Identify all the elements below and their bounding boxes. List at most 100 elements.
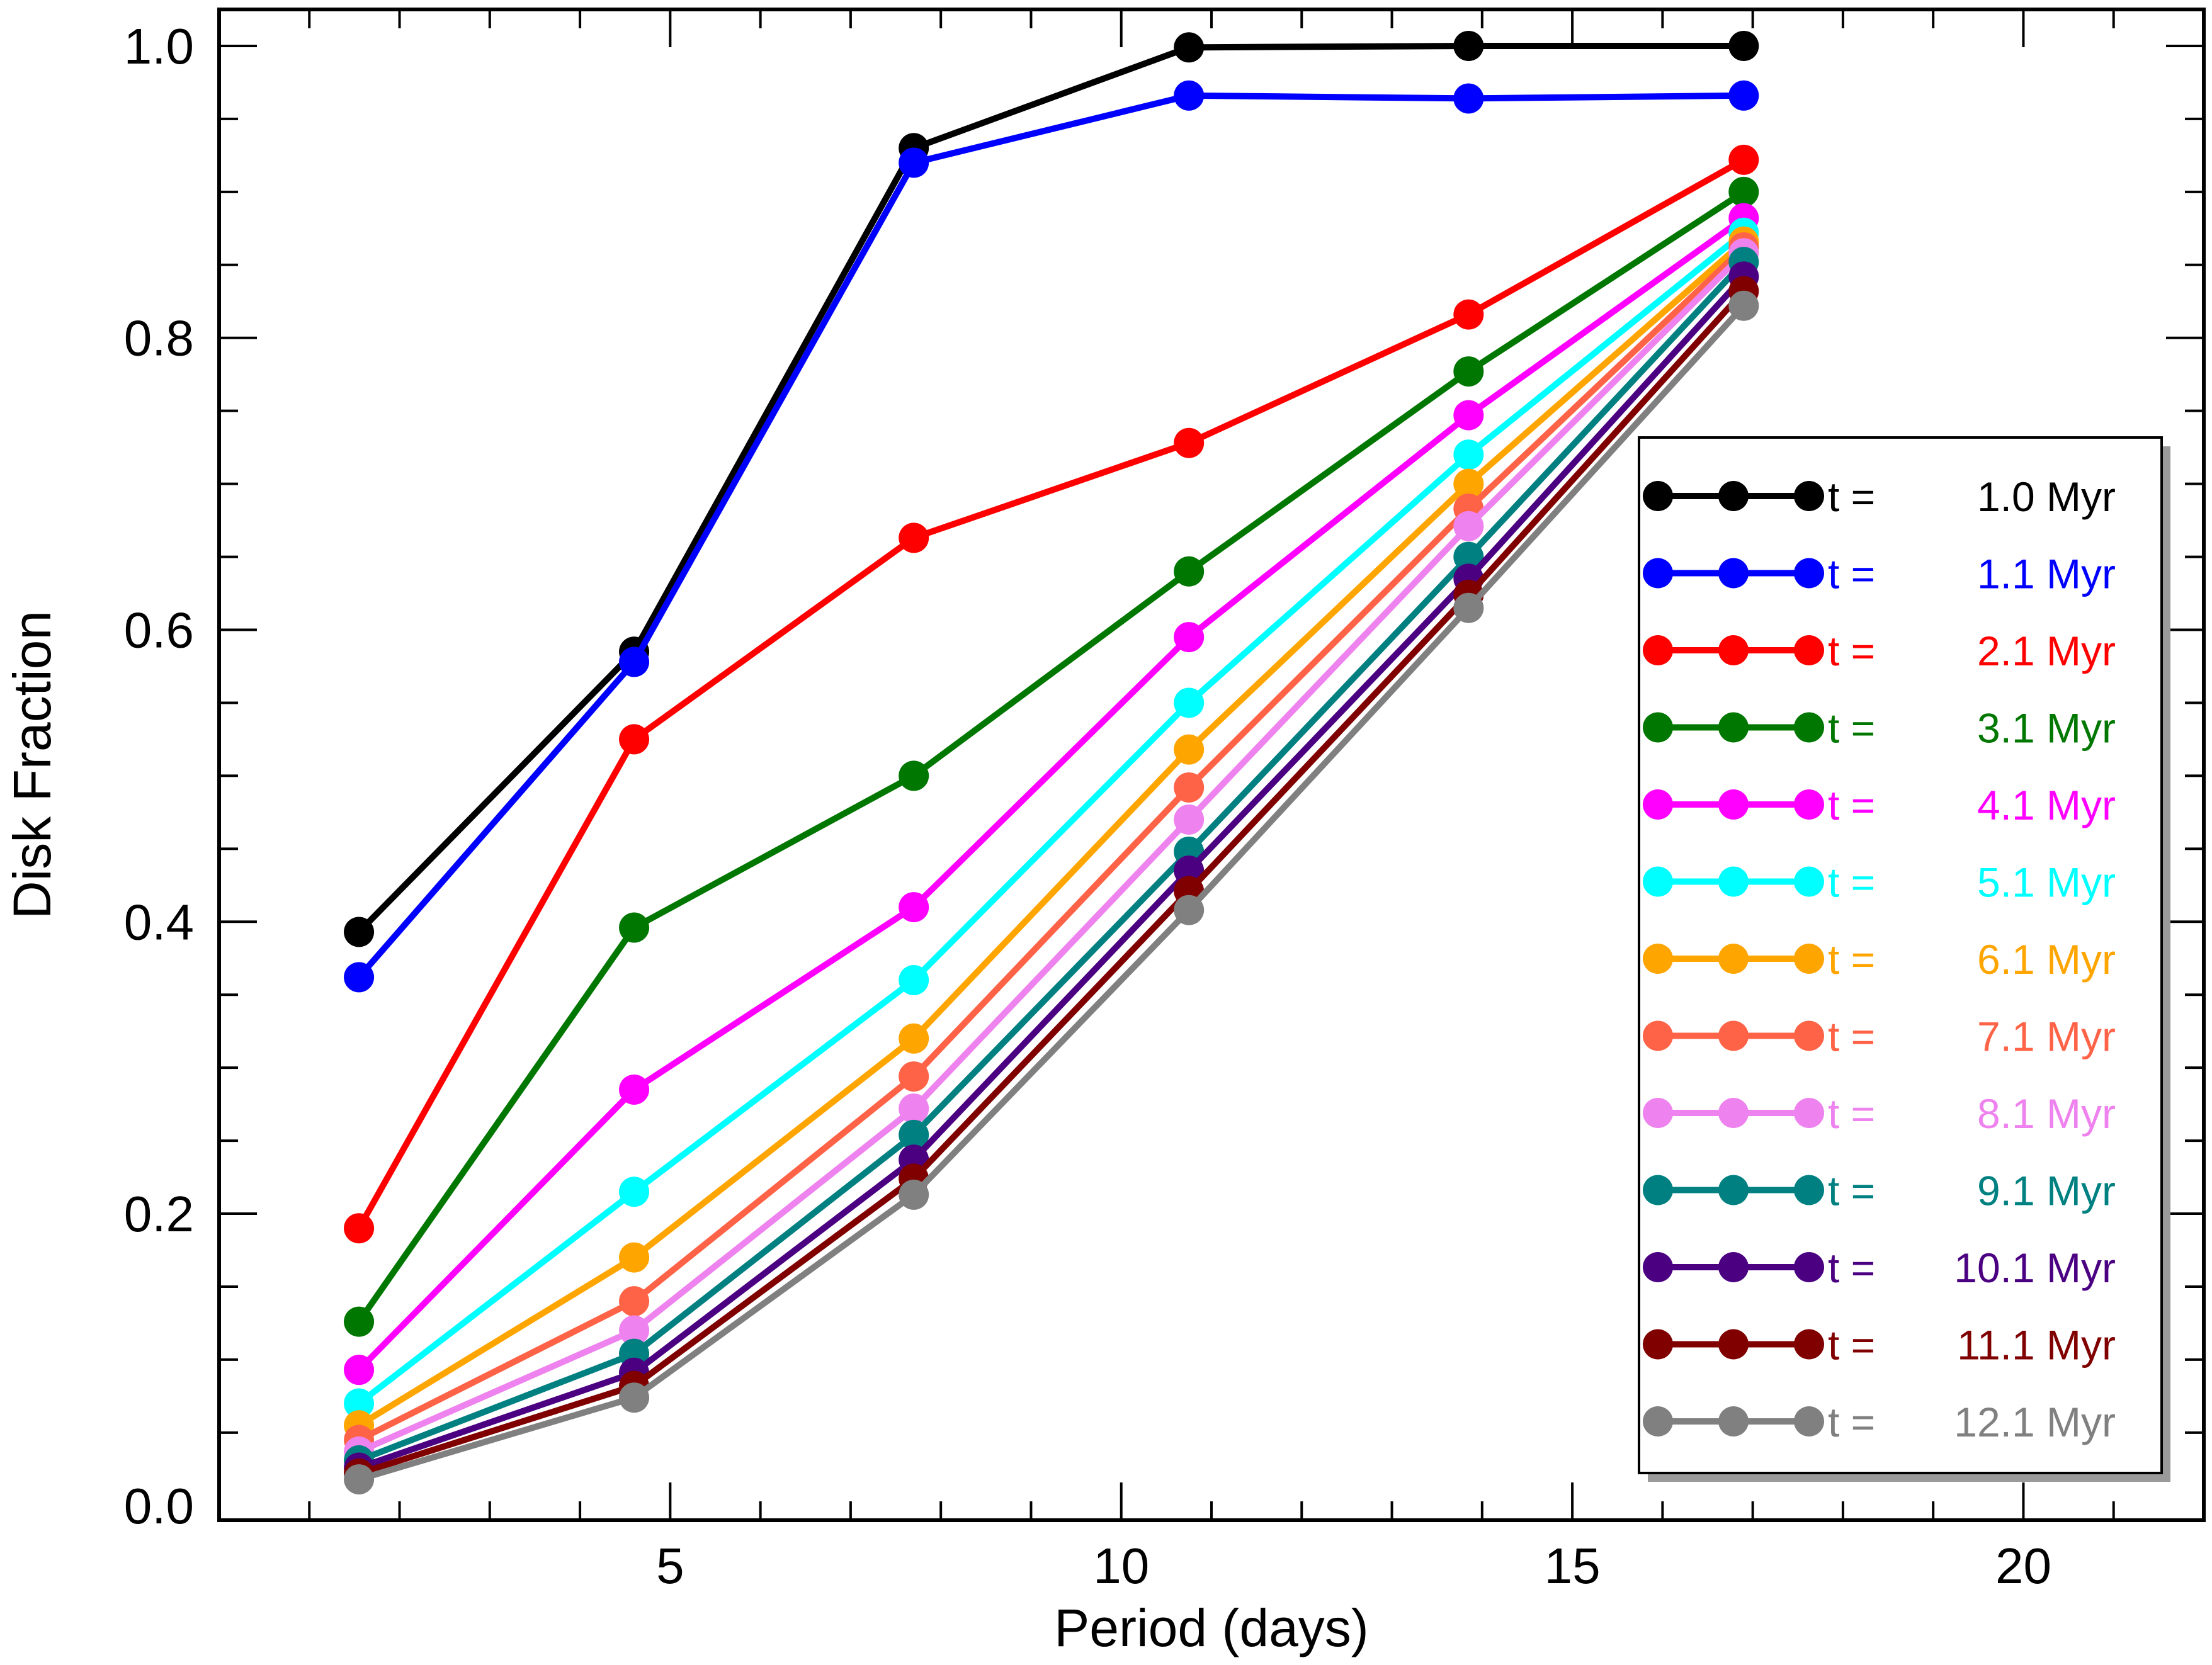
- legend-marker: [1794, 1406, 1824, 1436]
- data-point: [1174, 687, 1205, 718]
- data-point: [899, 1179, 929, 1210]
- x-tick-label: 20: [1995, 1538, 2051, 1594]
- y-tick-label: 0.2: [124, 1186, 194, 1242]
- data-point: [899, 1061, 929, 1092]
- data-point: [1728, 176, 1759, 207]
- legend-label: 9.1 Myr: [1977, 1168, 2116, 1214]
- legend-prefix: t =: [1828, 628, 1875, 674]
- series-1-0Myr: [344, 30, 1759, 947]
- legend-marker: [1794, 789, 1824, 820]
- series-line: [357, 239, 1746, 1428]
- legend-marker: [1718, 944, 1749, 974]
- data-point: [1174, 772, 1205, 803]
- data-point: [344, 1388, 375, 1419]
- legend-label: 3.1 Myr: [1977, 705, 2116, 752]
- legend-label: 4.1 Myr: [1977, 782, 2116, 828]
- legend-marker: [1643, 481, 1673, 511]
- legend-prefix: t =: [1828, 1245, 1875, 1291]
- x-axis-title: Period (days): [1054, 1598, 1369, 1657]
- data-point: [1174, 80, 1205, 111]
- legend-marker: [1794, 1098, 1824, 1128]
- series-line: [356, 92, 1744, 979]
- series-12-1Myr: [344, 290, 1759, 1495]
- legend-marker: [1794, 1175, 1824, 1205]
- data-point: [344, 1464, 375, 1495]
- data-point: [344, 1306, 375, 1337]
- legend-marker: [1718, 789, 1749, 820]
- legend-label: 8.1 Myr: [1977, 1090, 2116, 1137]
- data-point: [619, 1074, 650, 1105]
- legend-label: 6.1 Myr: [1977, 936, 2116, 983]
- data-point: [1453, 400, 1484, 431]
- data-point: [1174, 895, 1205, 925]
- legend-marker: [1794, 1252, 1824, 1282]
- series-line: [356, 43, 1744, 935]
- legend-entry: t = 4.1 Myr: [1643, 782, 2116, 828]
- data-point: [1728, 290, 1759, 321]
- legend-marker: [1643, 1098, 1673, 1128]
- data-point: [344, 962, 375, 993]
- series-3-1Myr: [344, 176, 1759, 1337]
- legend-marker: [1718, 712, 1749, 743]
- y-tick-label: 0.8: [124, 310, 194, 366]
- legend-prefix: t =: [1828, 936, 1875, 983]
- data-point: [1453, 541, 1484, 572]
- y-tick-label: 0.0: [124, 1478, 194, 1534]
- legend-entry: t = 1.0 Myr: [1643, 473, 2116, 520]
- legend-marker: [1794, 481, 1824, 511]
- legend-marker: [1643, 1252, 1673, 1282]
- data-point: [1174, 32, 1205, 63]
- legend-marker: [1794, 944, 1824, 974]
- legend-marker: [1794, 866, 1824, 897]
- legend-entry: t = 7.1 Myr: [1643, 1013, 2116, 1060]
- data-point: [1174, 556, 1205, 587]
- data-point: [1453, 468, 1484, 499]
- data-point: [619, 1315, 650, 1346]
- legend-marker: [1643, 866, 1673, 897]
- data-point: [1174, 427, 1205, 458]
- legend-prefix: t =: [1828, 1013, 1875, 1060]
- data-point: [619, 1177, 650, 1207]
- data-point: [1728, 144, 1759, 175]
- legend-entry: t = 11.1 Myr: [1643, 1322, 2116, 1369]
- data-point: [619, 912, 650, 943]
- legend-marker: [1718, 481, 1749, 511]
- data-point: [619, 646, 650, 677]
- legend-marker: [1794, 558, 1824, 589]
- legend-label: 2.1 Myr: [1977, 628, 2116, 674]
- data-point: [1453, 299, 1484, 330]
- legend-prefix: t =: [1828, 1322, 1875, 1369]
- data-point: [899, 892, 929, 923]
- series-2-1Myr: [344, 144, 1759, 1244]
- series-line: [358, 251, 1746, 1455]
- legend-marker: [1794, 1329, 1824, 1360]
- legend-entry: t = 6.1 Myr: [1643, 936, 2116, 983]
- data-point: [1174, 804, 1205, 835]
- legend-marker: [1718, 866, 1749, 897]
- data-point: [899, 522, 929, 553]
- legend-marker: [1718, 1406, 1749, 1436]
- legend-entry: t = 5.1 Myr: [1643, 859, 2116, 906]
- legend-marker: [1643, 1406, 1673, 1436]
- legend-entry: t = 3.1 Myr: [1643, 705, 2116, 752]
- legend-prefix: t =: [1828, 473, 1875, 520]
- data-point: [1728, 30, 1759, 61]
- series-line: [358, 274, 1746, 1471]
- legend-marker: [1718, 635, 1749, 665]
- y-axis-title: Disk Fraction: [3, 611, 62, 919]
- legend-marker: [1643, 789, 1673, 820]
- series-5-1Myr: [344, 217, 1759, 1419]
- data-point: [1453, 30, 1484, 61]
- legend-prefix: t =: [1828, 551, 1875, 597]
- y-tick-label: 0.6: [124, 602, 194, 658]
- legend-label: 11.1 Myr: [1957, 1322, 2116, 1369]
- data-point: [899, 1093, 929, 1124]
- data-point: [344, 917, 375, 947]
- legend-label: 7.1 Myr: [1977, 1013, 2116, 1060]
- series-1-1Myr: [344, 80, 1759, 993]
- series-line: [357, 245, 1746, 1443]
- axis-ticks: [219, 9, 2204, 1520]
- legend-marker: [1718, 1098, 1749, 1128]
